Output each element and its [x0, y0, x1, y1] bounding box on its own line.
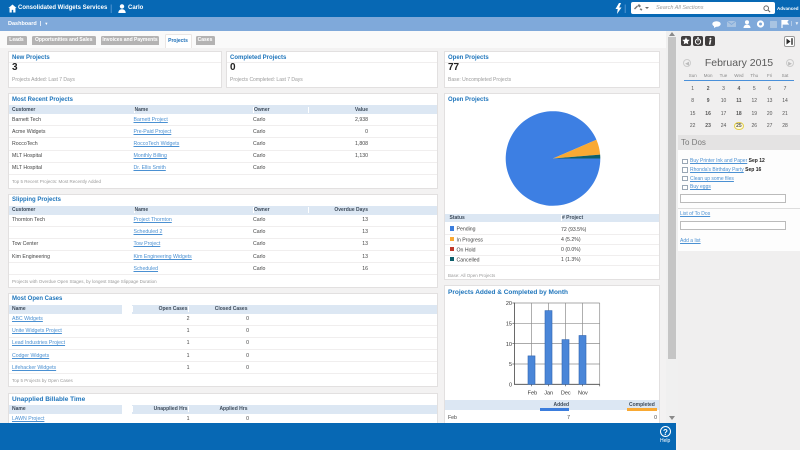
svg-text:Jan: Jan — [544, 391, 553, 397]
svg-text:10: 10 — [506, 342, 512, 348]
svg-text:5: 5 — [509, 362, 512, 368]
svg-text:0: 0 — [509, 382, 512, 388]
svg-text:Feb: Feb — [528, 391, 537, 397]
svg-text:Dec: Dec — [561, 391, 571, 397]
svg-text:20: 20 — [506, 301, 512, 307]
svg-text:15: 15 — [506, 322, 512, 328]
svg-text:Nov: Nov — [578, 391, 588, 397]
